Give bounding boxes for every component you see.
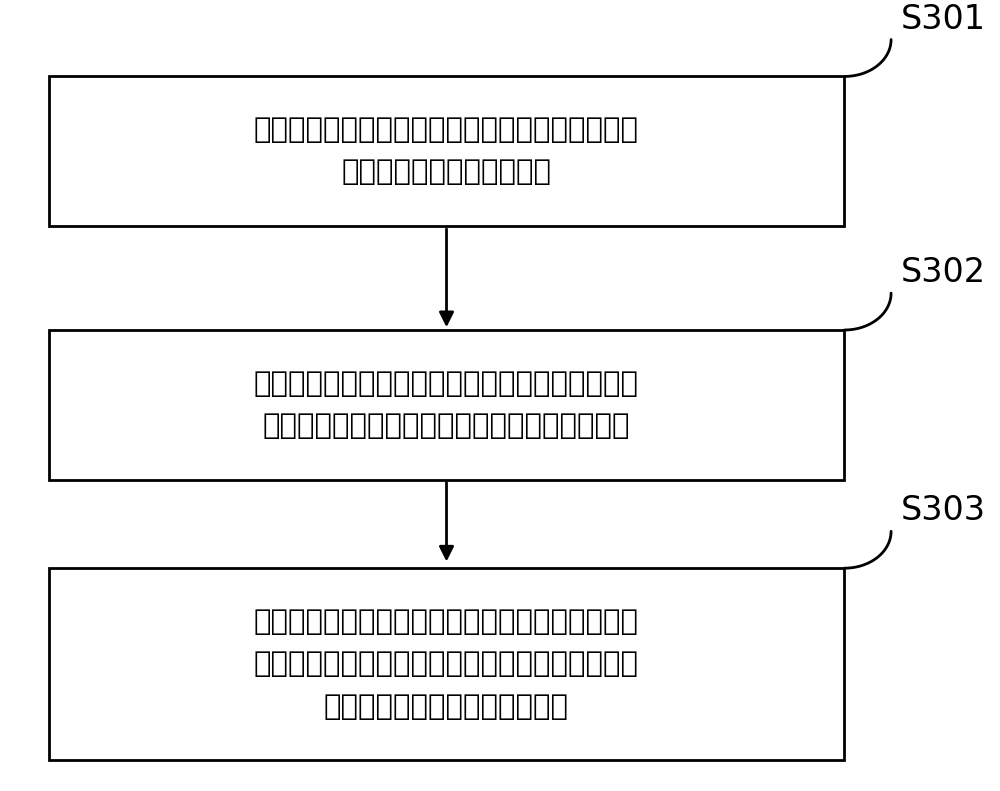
Text: S302: S302 <box>901 256 986 290</box>
Bar <box>49 568 844 760</box>
Text: 对第一修正数据和第二修正数据按对应的采集周期
进行划分，得到多个数据组: 对第一修正数据和第二修正数据按对应的采集周期 进行划分，得到多个数据组 <box>254 116 639 187</box>
Text: 分别对每个数据组的夹具状态特征和环境特征进行
融合，得到每个数据组的融合特征，并由每个数据
组的融合特征组成目标融合数据: 分别对每个数据组的夹具状态特征和环境特征进行 融合，得到每个数据组的融合特征，并… <box>254 608 639 721</box>
Bar <box>49 77 844 226</box>
Text: 分别提取每个数据组中第一修正数据的夹具状态特
征，以及每个数据组中第二修正数据的环境特征: 分别提取每个数据组中第一修正数据的夹具状态特 征，以及每个数据组中第二修正数据的… <box>254 369 639 440</box>
Bar <box>49 330 844 480</box>
Text: S303: S303 <box>901 494 986 528</box>
Text: S301: S301 <box>901 2 986 36</box>
